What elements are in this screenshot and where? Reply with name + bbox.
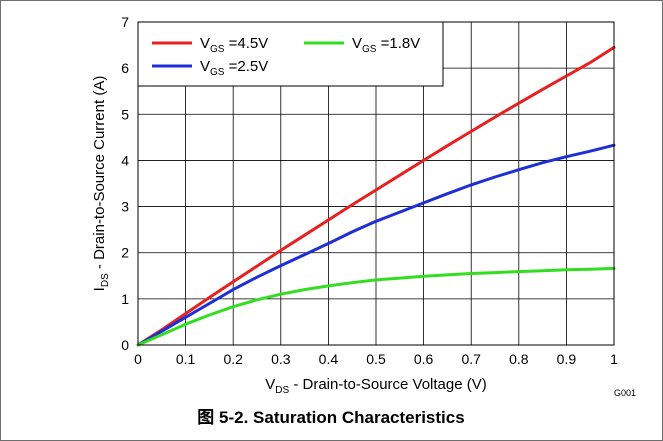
x-tick-label: 0.5 [366,351,386,367]
legend-box [137,21,444,87]
x-tick-labels: 0 0.1 0.2 0.3 0.4 0.5 0.6 0.7 0.8 0.9 1 [134,351,618,367]
figure-code-label: G001 [614,388,636,398]
x-tick-label: 0.4 [319,351,339,367]
y-tick-label: 1 [121,291,129,307]
y-axis-label: IDS - Drain-to-Source Current (A) [91,76,111,292]
legend-label: VGS =2.5V [200,58,268,78]
x-axis-label-subscript: DS [275,385,289,396]
y-tick-label: 0 [121,337,129,353]
series-line-1 [136,143,616,347]
series-lines [136,45,616,347]
y-tick-label: 2 [121,245,129,261]
series-line-0 [136,45,616,347]
x-tick-label: 0.1 [176,351,196,367]
legend-label: VGS =1.8V [352,35,420,55]
y-tick-label: 3 [121,199,129,215]
x-tick-label: 0.9 [557,351,577,367]
y-tick-labels: 0 1 2 3 4 5 6 7 [121,14,129,353]
legend-label: VGS =4.5V [200,35,268,55]
x-tick-label: 0.7 [461,351,481,367]
legend: VGS =4.5V VGS =1.8V VGS =2.5V [137,21,444,87]
figure-caption-text: Saturation Characteristics [253,408,465,427]
x-tick-label: 0.3 [271,351,291,367]
x-axis-label: VDS - Drain-to-Source Voltage (V) [265,376,487,396]
y-tick-label: 4 [121,152,129,168]
x-tick-label: 0.6 [414,351,434,367]
x-tick-label: 1 [610,351,618,367]
y-tick-label: 5 [121,106,129,122]
y-axis-label-subscript: DS [100,273,111,287]
x-tick-label: 0.2 [223,351,243,367]
figure-caption-prefix: 图 5-2. [197,408,253,427]
y-tick-label: 6 [121,60,129,76]
x-tick-label: 0.8 [509,351,529,367]
y-tick-label: 7 [121,14,129,30]
figure-caption: 图 5-2. Saturation Characteristics [197,408,464,427]
x-tick-label: 0 [134,351,142,367]
series-line-2 [136,266,616,347]
